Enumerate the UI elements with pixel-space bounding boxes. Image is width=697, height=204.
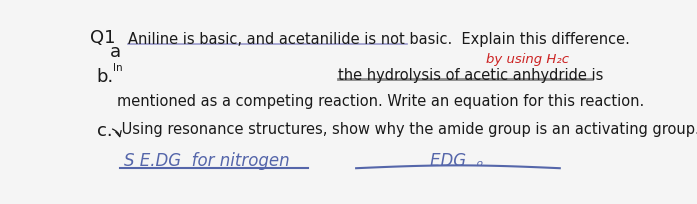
Text: Q1: Q1 — [90, 29, 115, 47]
Text: Aniline is basic, and acetanilide is not basic.  Explain this difference.: Aniline is basic, and acetanilide is not… — [128, 32, 629, 47]
Text: a: a — [110, 43, 121, 61]
Text: S E.DG  for nitrogen: S E.DG for nitrogen — [124, 152, 289, 170]
Text: mentioned as a competing reaction. Write an equation for this reaction.: mentioned as a competing reaction. Write… — [117, 94, 644, 109]
Text: by using H₂c: by using H₂c — [486, 53, 569, 66]
Text: c.: c. — [97, 122, 112, 140]
Text: EDG  ₒ: EDG ₒ — [430, 152, 484, 170]
Text: the hydrolysis of acetic anhydride is: the hydrolysis of acetic anhydride is — [338, 69, 604, 83]
Text: Using resonance structures, show why the amide group is an activating group.: Using resonance structures, show why the… — [117, 122, 697, 137]
Text: In: In — [113, 63, 123, 73]
Text: b.: b. — [97, 69, 114, 86]
